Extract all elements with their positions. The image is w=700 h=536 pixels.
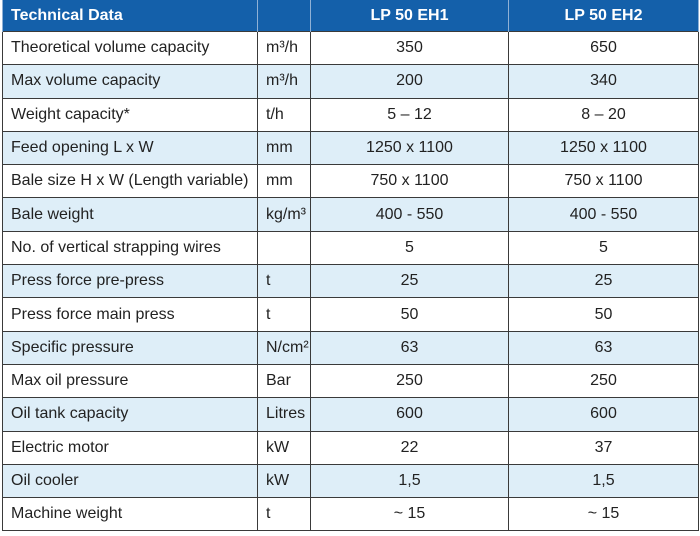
cell-parameter: Weight capacity* — [2, 97, 258, 132]
table-row: Max volume capacity m³/h 200 340 — [2, 64, 699, 99]
table-row: No. of vertical strapping wires 5 5 — [2, 230, 699, 266]
cell-model-1: 200 — [310, 64, 509, 99]
table-row: Bale size H x W (Length variable) mm 750 x… — [2, 164, 699, 199]
cell-model-2: 600 — [508, 397, 699, 432]
cell-model-2: ~ 15 — [508, 497, 699, 532]
cell-unit: t — [257, 297, 311, 332]
cell-parameter: Max oil pressure — [2, 363, 258, 399]
table-row: Weight capacity* t/h 5 – 12 8 – 20 — [2, 97, 699, 132]
cell-model-1: 750 x 1100 — [310, 164, 509, 199]
table-row: Specific pressure N/cm² 63 63 — [2, 330, 699, 365]
table-row: Electric motor kW 22 37 — [2, 430, 699, 465]
cell-model-2: 5 — [508, 230, 699, 266]
header-model-1: LP 50 EH1 — [310, 0, 509, 32]
table-header-row: Technical Data LP 50 EH1 LP 50 EH2 — [2, 0, 699, 32]
cell-model-1: ~ 15 — [310, 497, 509, 532]
cell-model-1: 250 — [310, 363, 509, 399]
cell-parameter: Bale weight — [2, 197, 258, 232]
cell-model-1: 5 — [310, 230, 509, 266]
cell-model-1: 25 — [310, 264, 509, 299]
cell-unit: kW — [257, 430, 311, 465]
cell-unit: N/cm² — [257, 330, 311, 365]
cell-parameter: Oil tank capacity — [2, 397, 258, 432]
cell-unit: t — [257, 264, 311, 299]
cell-model-1: 400 - 550 — [310, 197, 509, 232]
cell-model-2: 1250 x 1100 — [508, 130, 699, 166]
cell-model-2: 50 — [508, 297, 699, 332]
cell-parameter: Bale size H x W (Length variable) — [2, 164, 258, 199]
cell-model-1: 1250 x 1100 — [310, 130, 509, 166]
cell-model-2: 25 — [508, 264, 699, 299]
table-row: Max oil pressure Bar 250 250 — [2, 363, 699, 399]
cell-model-1: 63 — [310, 330, 509, 365]
cell-parameter: Press force main press — [2, 297, 258, 332]
table-row: Bale weight kg/m³ 400 - 550 400 - 550 — [2, 197, 699, 232]
cell-unit: t — [257, 497, 311, 532]
table-row: Oil tank capacity Litres 600 600 — [2, 397, 699, 432]
table-row: Theoretical volume capacity m³/h 350 650 — [2, 30, 699, 66]
cell-unit: Litres — [257, 397, 311, 432]
cell-model-2: 400 - 550 — [508, 197, 699, 232]
cell-unit: kW — [257, 463, 311, 499]
cell-model-2: 250 — [508, 363, 699, 399]
cell-parameter: No. of vertical strapping wires — [2, 230, 258, 266]
cell-unit: m³/h — [257, 30, 311, 66]
cell-parameter: Theoretical volume capacity — [2, 30, 258, 66]
header-unit — [257, 0, 311, 32]
header-parameter: Technical Data — [2, 0, 258, 32]
cell-unit: mm — [257, 130, 311, 166]
cell-model-2: 63 — [508, 330, 699, 365]
cell-parameter: Press force pre-press — [2, 264, 258, 299]
cell-unit: m³/h — [257, 64, 311, 99]
cell-unit: mm — [257, 164, 311, 199]
cell-parameter: Oil cooler — [2, 463, 258, 499]
cell-parameter: Max volume capacity — [2, 64, 258, 99]
cell-model-2: 340 — [508, 64, 699, 99]
cell-unit: Bar — [257, 363, 311, 399]
cell-model-1: 22 — [310, 430, 509, 465]
table-row: Press force pre-press t 25 25 — [2, 264, 699, 299]
cell-model-2: 650 — [508, 30, 699, 66]
cell-model-1: 350 — [310, 30, 509, 66]
cell-unit: t/h — [257, 97, 311, 132]
cell-model-1: 5 – 12 — [310, 97, 509, 132]
table-row: Press force main press t 50 50 — [2, 297, 699, 332]
cell-model-2: 1,5 — [508, 463, 699, 499]
cell-model-2: 37 — [508, 430, 699, 465]
cell-parameter: Electric motor — [2, 430, 258, 465]
cell-parameter: Machine weight — [2, 497, 258, 532]
cell-model-1: 1,5 — [310, 463, 509, 499]
cell-model-1: 600 — [310, 397, 509, 432]
cell-model-1: 50 — [310, 297, 509, 332]
cell-parameter: Specific pressure — [2, 330, 258, 365]
header-model-2: LP 50 EH2 — [508, 0, 699, 32]
table-row: Oil cooler kW 1,5 1,5 — [2, 463, 699, 499]
cell-model-2: 8 – 20 — [508, 97, 699, 132]
table-body: Theoretical volume capacity m³/h 350 650 Max… — [2, 30, 699, 532]
cell-unit — [257, 230, 311, 266]
table-row: Machine weight t ~ 15 ~ 15 — [2, 497, 699, 532]
cell-unit: kg/m³ — [257, 197, 311, 232]
cell-parameter: Feed opening L x W — [2, 130, 258, 166]
cell-model-2: 750 x 1100 — [508, 164, 699, 199]
